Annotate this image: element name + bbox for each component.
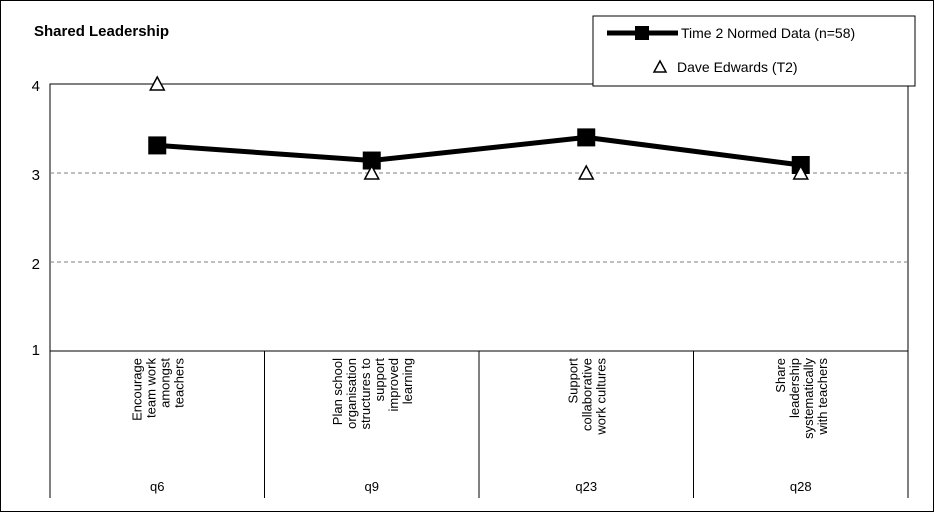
data-point-square — [577, 128, 596, 147]
series-layer — [148, 75, 810, 180]
y-tick-label-1: 1 — [32, 342, 40, 359]
data-point-triangle — [148, 75, 166, 91]
category-label-line: Support — [565, 358, 580, 404]
series-line — [157, 134, 802, 168]
category-code: q23 — [575, 479, 597, 494]
category-label: Encourageteam workamongstteachers — [129, 358, 186, 421]
category-label-line: support — [372, 358, 387, 402]
chart-title: Shared Leadership — [34, 23, 169, 40]
data-point-triangle — [363, 164, 381, 180]
category-label-line: collaborative — [579, 358, 594, 431]
data-point-triangle — [577, 164, 595, 180]
category-label-line: teachers — [171, 358, 186, 408]
legend-marker-series-1 — [635, 26, 649, 40]
category-label-line: leadership — [787, 358, 802, 418]
y-tick-label-4: 4 — [32, 78, 40, 95]
category-labels: Encourageteam workamongstteachers q6 Plan … — [129, 358, 830, 495]
category-code: q6 — [150, 479, 164, 494]
category-code: q9 — [365, 479, 379, 494]
category-separators — [49, 351, 909, 498]
category-label-line: with teachers — [815, 358, 830, 436]
data-point-square — [148, 136, 167, 155]
data-point-square — [362, 151, 381, 170]
category-label: Supportcollaborativework cultures — [565, 358, 608, 436]
data-point-triangle — [792, 164, 810, 180]
category-code: q28 — [790, 479, 812, 494]
y-tick-label-2: 2 — [32, 256, 40, 273]
y-tick-label-3: 3 — [32, 167, 40, 184]
plot-area — [49, 83, 909, 352]
category-label-line: organisation — [344, 358, 359, 429]
category-label-line: work cultures — [593, 358, 608, 436]
category-label-line: structures to — [358, 358, 373, 430]
legend: Time 2 Normed Data (n=58) Dave Edwards (… — [592, 15, 916, 87]
legend-label-series-2: Dave Edwards (T2) — [677, 59, 798, 75]
category-label-line: team work — [143, 358, 158, 418]
category-label-line: learning — [400, 358, 415, 404]
category-label-line: Share — [773, 358, 788, 393]
category-label-line: Encourage — [129, 358, 144, 421]
category-label-line: amongst — [157, 358, 172, 408]
category-label: Plan schoolorganisationstructures tosupp… — [330, 358, 415, 430]
legend-marker-series-2 — [652, 59, 668, 73]
category-label-line: Plan school — [330, 358, 345, 425]
legend-label-series-1: Time 2 Normed Data (n=58) — [681, 25, 855, 41]
category-label-line: systematically — [801, 358, 816, 439]
category-label-line: improved — [386, 358, 401, 411]
category-label: Shareleadershipsystematicallywith teache… — [773, 358, 830, 439]
